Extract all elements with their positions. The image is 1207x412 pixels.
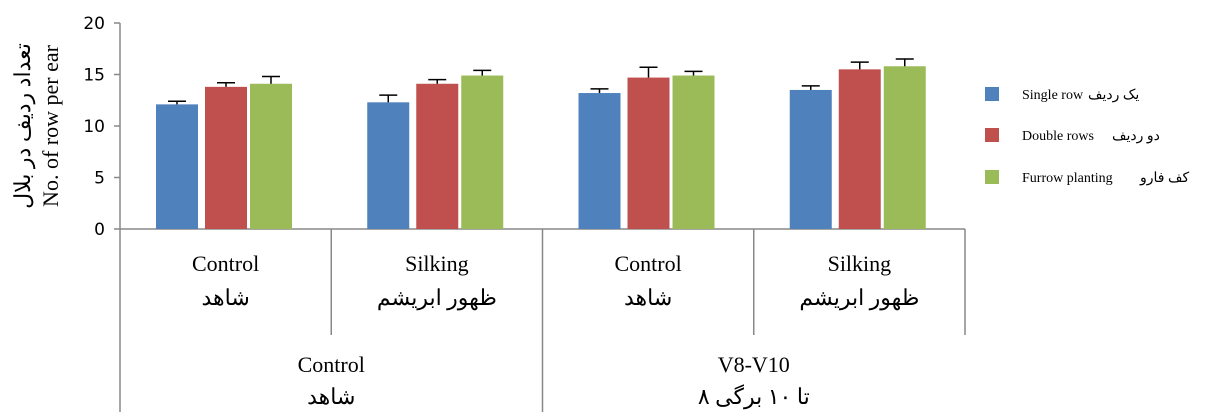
y-tick-label: 5	[94, 169, 105, 189]
category-label-en: Silking	[405, 251, 469, 276]
y-tick-label: 20	[83, 14, 105, 34]
y-tick-label: 10	[83, 117, 105, 137]
bar-1	[789, 89, 832, 229]
y-axis-label-fa: تعداد ردیف در بلال	[10, 43, 36, 209]
bar-1	[156, 104, 198, 229]
bar-2	[416, 83, 459, 230]
bar-2	[838, 69, 881, 229]
bar-2	[205, 86, 247, 229]
group-label-en: Control	[298, 352, 365, 377]
group-label-en: V8-V10	[718, 352, 790, 377]
bar-3	[672, 75, 715, 229]
bar-1	[367, 102, 410, 229]
legend-swatch	[985, 170, 999, 184]
bar-3	[883, 66, 926, 229]
y-tick-label: 0	[94, 220, 105, 240]
legend-label-fa: یک ردیف	[1088, 88, 1139, 103]
legend-swatch	[985, 87, 999, 101]
group-label-fa: شاهد	[307, 384, 355, 409]
legend-label-fa: دو ردیف	[1112, 129, 1160, 144]
bar-3	[461, 75, 504, 229]
category-label-fa: شاهد	[201, 285, 249, 310]
category-label-en: Control	[192, 251, 259, 276]
legend-label-en: Furrow planting	[1022, 171, 1113, 186]
y-tick-label: 15	[83, 66, 105, 86]
bar-2	[627, 77, 670, 229]
category-label-fa: شاهد	[624, 285, 672, 310]
legend-label-en: Single row	[1022, 88, 1084, 103]
category-label-fa: ظهور ابریشم	[799, 285, 919, 311]
category-label-en: Silking	[828, 251, 892, 276]
legend-swatch	[985, 128, 999, 142]
category-label-fa: ظهور ابریشم	[377, 285, 497, 311]
legend-label-fa: کف فارو	[1139, 171, 1189, 186]
bar-3	[250, 83, 292, 230]
y-axis-label-en: No. of row per ear	[38, 44, 63, 207]
category-label-en: Control	[615, 251, 682, 276]
group-label-fa: ۸ تا ۱۰ برگی	[698, 384, 810, 410]
bar-1	[578, 93, 621, 229]
legend-label-en: Double rows	[1022, 129, 1094, 144]
